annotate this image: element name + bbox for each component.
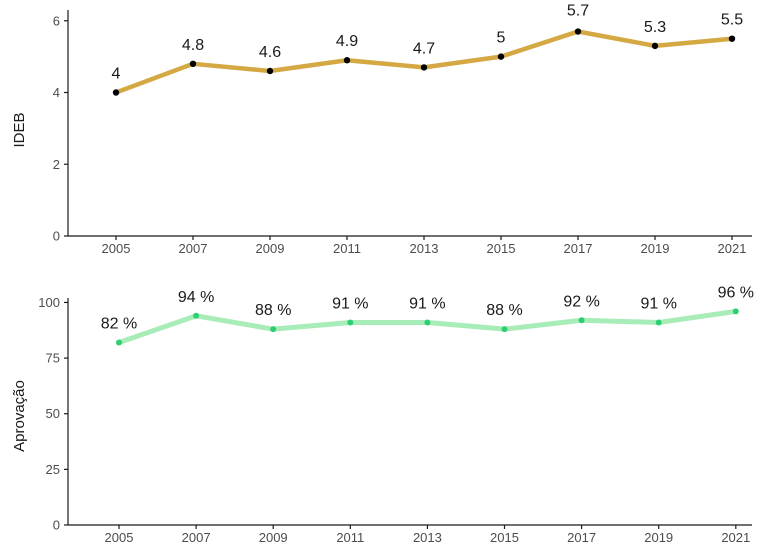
data-label: 91 % xyxy=(640,295,676,312)
data-point xyxy=(732,308,739,315)
x-tick-label: 2007 xyxy=(179,241,208,256)
data-label: 4.7 xyxy=(413,40,435,57)
data-label: 4.6 xyxy=(259,44,281,61)
y-tick-label: 100 xyxy=(38,295,60,310)
data-point xyxy=(343,57,351,64)
data-label: 5.7 xyxy=(567,3,589,20)
data-point xyxy=(112,89,120,96)
data-point xyxy=(578,317,585,324)
x-tick-label: 2005 xyxy=(105,530,134,545)
x-tick-label: 2015 xyxy=(487,241,516,256)
data-label: 4.9 xyxy=(336,33,358,50)
data-label: 91 % xyxy=(332,295,368,312)
data-label: 5.5 xyxy=(721,12,743,29)
x-tick-label: 2013 xyxy=(410,241,439,256)
x-tick-label: 2017 xyxy=(567,530,596,545)
data-point xyxy=(424,319,431,326)
data-label: 88 % xyxy=(255,302,291,319)
data-label: 5.3 xyxy=(644,19,666,36)
chart-panel-ideb: 0 2 4 6 2005 2007 2009 2011 2013 2015 2017 2019 2021… xyxy=(11,3,752,256)
data-point xyxy=(728,35,736,42)
data-point xyxy=(270,326,277,333)
y-axis-title: IDEB xyxy=(11,112,28,147)
x-tick-label: 2011 xyxy=(336,530,364,545)
y-tick-label: 0 xyxy=(53,229,60,244)
data-point xyxy=(420,64,428,71)
x-tick-label: 2007 xyxy=(182,530,211,545)
x-tick-label: 2019 xyxy=(641,241,670,256)
data-label: 4.8 xyxy=(182,37,204,54)
x-tick-label: 2021 xyxy=(718,241,747,256)
data-label: 94 % xyxy=(178,289,214,306)
data-label: 5 xyxy=(497,30,506,47)
x-tick-label: 2013 xyxy=(413,530,442,545)
x-tick-label: 2021 xyxy=(721,530,750,545)
x-tick-label: 2011 xyxy=(333,241,361,256)
series-line xyxy=(116,308,739,346)
data-point xyxy=(655,319,662,326)
data-point xyxy=(347,319,354,326)
x-tick-label: 2019 xyxy=(644,530,673,545)
y-tick-label: 25 xyxy=(46,462,60,477)
data-label: 92 % xyxy=(563,293,599,310)
y-tick-label: 0 xyxy=(53,518,60,533)
data-label: 88 % xyxy=(486,302,522,319)
x-tick-label: 2009 xyxy=(256,241,285,256)
data-point xyxy=(651,42,659,50)
y-tick-label: 2 xyxy=(53,157,60,172)
y-tick-label: 50 xyxy=(46,406,60,421)
data-label: 96 % xyxy=(718,284,754,301)
y-axis-title: Aprovação xyxy=(11,380,28,452)
x-tick-label: 2005 xyxy=(102,241,131,256)
data-point xyxy=(574,28,582,35)
y-tick-label: 6 xyxy=(53,13,60,28)
x-tick-label: 2015 xyxy=(490,530,519,545)
data-label: 4 xyxy=(112,66,121,83)
x-tick-label: 2009 xyxy=(259,530,288,545)
y-tick-label: 4 xyxy=(53,85,60,100)
data-label: 82 % xyxy=(101,316,137,333)
data-point xyxy=(193,312,200,319)
chart-panel-aprovacao: 0 25 50 75 100 2005 2007 2009 2011 2013 2015 2017 20… xyxy=(11,284,754,545)
data-point xyxy=(116,339,122,346)
data-point xyxy=(189,60,197,68)
y-tick-label: 75 xyxy=(46,351,60,366)
data-point xyxy=(497,53,505,60)
data-point xyxy=(266,67,274,75)
x-tick-label: 2017 xyxy=(564,241,593,256)
data-label: 91 % xyxy=(409,295,445,312)
data-point xyxy=(501,326,508,333)
